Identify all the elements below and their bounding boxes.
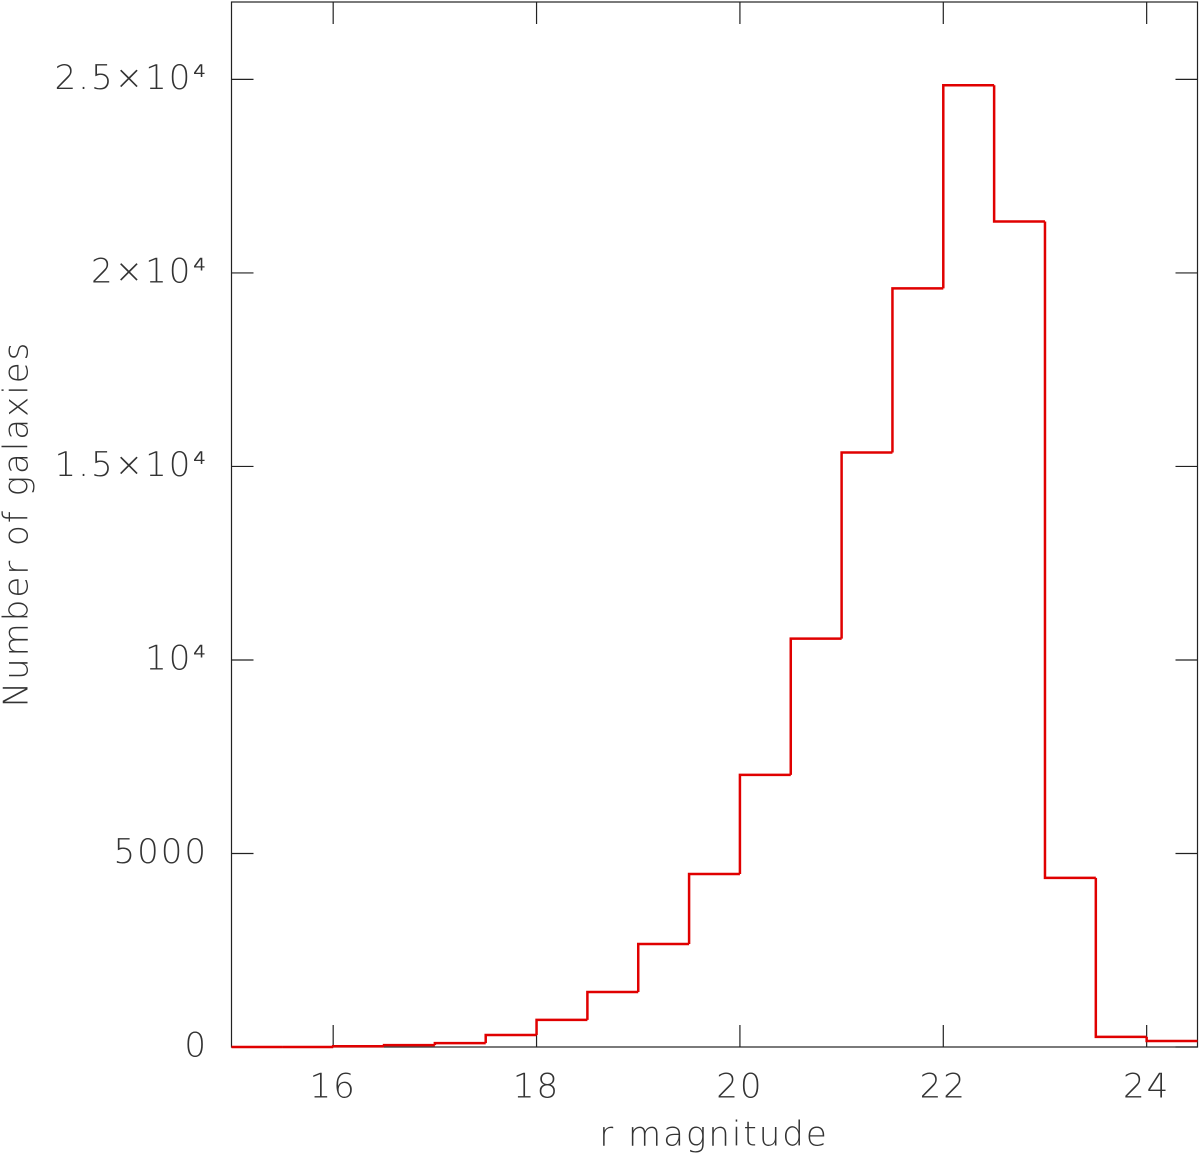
histogram-step: [687, 872, 740, 945]
y-tick-label: 2.5×10⁴: [55, 58, 208, 98]
histogram-step: [840, 451, 893, 639]
histogram-step: [992, 85, 1045, 223]
histogram-step: [891, 287, 944, 453]
x-axis-label: r magnitude: [599, 1115, 829, 1155]
x-tick-label: 22: [920, 1067, 967, 1107]
histogram-step: [382, 1043, 435, 1047]
x-tick-label: 24: [1123, 1067, 1170, 1107]
histogram-step: [1043, 221, 1096, 880]
histogram-step: [535, 1018, 588, 1035]
histogram-step: [942, 83, 995, 289]
y-tick-label: 1.5×10⁴: [55, 445, 208, 485]
histogram-step: [586, 990, 639, 1020]
histogram-step: [331, 1044, 385, 1048]
plot-frame: [230, 1, 1199, 1048]
x-tick-label: 16: [310, 1067, 357, 1107]
y-tick-label: 2×10⁴: [91, 251, 208, 291]
y-tick-label: 0: [184, 1026, 208, 1066]
histogram-step: [636, 942, 690, 993]
y-axis-label: Number of galaxies: [0, 341, 37, 708]
y-tick-label: 5000: [113, 832, 208, 872]
histogram-step: [1094, 877, 1147, 1039]
histogram-step: [738, 773, 791, 874]
histogram-step: [484, 1033, 537, 1044]
histogram-step: [789, 637, 842, 775]
histogram-step: [1145, 1036, 1198, 1043]
x-tick-label: 18: [513, 1067, 560, 1107]
histogram-step: [433, 1041, 486, 1046]
y-tick-label: 10⁴: [145, 638, 208, 678]
x-tick-label: 20: [716, 1067, 763, 1107]
